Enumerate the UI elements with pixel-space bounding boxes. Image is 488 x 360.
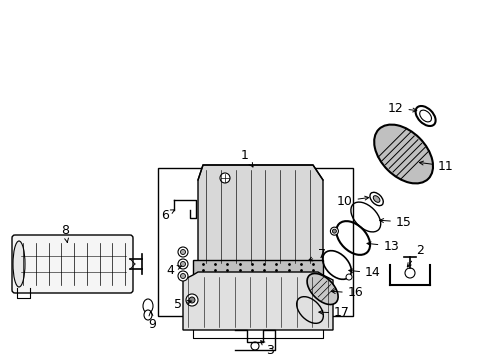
Bar	[158, 168, 352, 316]
Bar	[193, 260, 323, 275]
Text: 5: 5	[174, 298, 191, 311]
Circle shape	[346, 274, 351, 280]
Text: 13: 13	[366, 239, 398, 252]
FancyBboxPatch shape	[12, 235, 133, 293]
Ellipse shape	[142, 299, 153, 313]
Text: 2: 2	[407, 243, 423, 267]
Text: 8: 8	[61, 224, 69, 242]
Text: 16: 16	[331, 287, 363, 300]
Polygon shape	[198, 165, 323, 265]
Circle shape	[250, 342, 259, 350]
Text: 7: 7	[308, 248, 325, 261]
Text: 12: 12	[387, 102, 416, 114]
Ellipse shape	[415, 106, 435, 126]
Text: 3: 3	[260, 341, 273, 356]
Text: 4: 4	[166, 264, 181, 276]
Ellipse shape	[143, 310, 152, 320]
Circle shape	[178, 247, 187, 257]
Ellipse shape	[13, 241, 25, 287]
Circle shape	[178, 259, 187, 269]
Circle shape	[330, 227, 338, 235]
Ellipse shape	[306, 274, 337, 305]
Circle shape	[180, 261, 185, 266]
Text: 1: 1	[241, 149, 252, 167]
Circle shape	[220, 173, 229, 183]
Ellipse shape	[373, 125, 432, 184]
Circle shape	[178, 271, 187, 281]
Ellipse shape	[369, 192, 383, 206]
Text: 10: 10	[336, 194, 368, 207]
Circle shape	[404, 268, 414, 278]
Circle shape	[332, 229, 336, 233]
Text: 9: 9	[148, 312, 156, 330]
Text: 14: 14	[348, 266, 380, 279]
Ellipse shape	[372, 196, 379, 202]
Text: 6: 6	[161, 208, 174, 221]
Circle shape	[180, 274, 185, 279]
Text: 11: 11	[419, 159, 452, 172]
Circle shape	[185, 294, 198, 306]
Circle shape	[180, 249, 185, 255]
Polygon shape	[183, 272, 332, 330]
Circle shape	[189, 297, 195, 303]
Text: 15: 15	[379, 216, 411, 229]
Text: 17: 17	[318, 306, 349, 320]
